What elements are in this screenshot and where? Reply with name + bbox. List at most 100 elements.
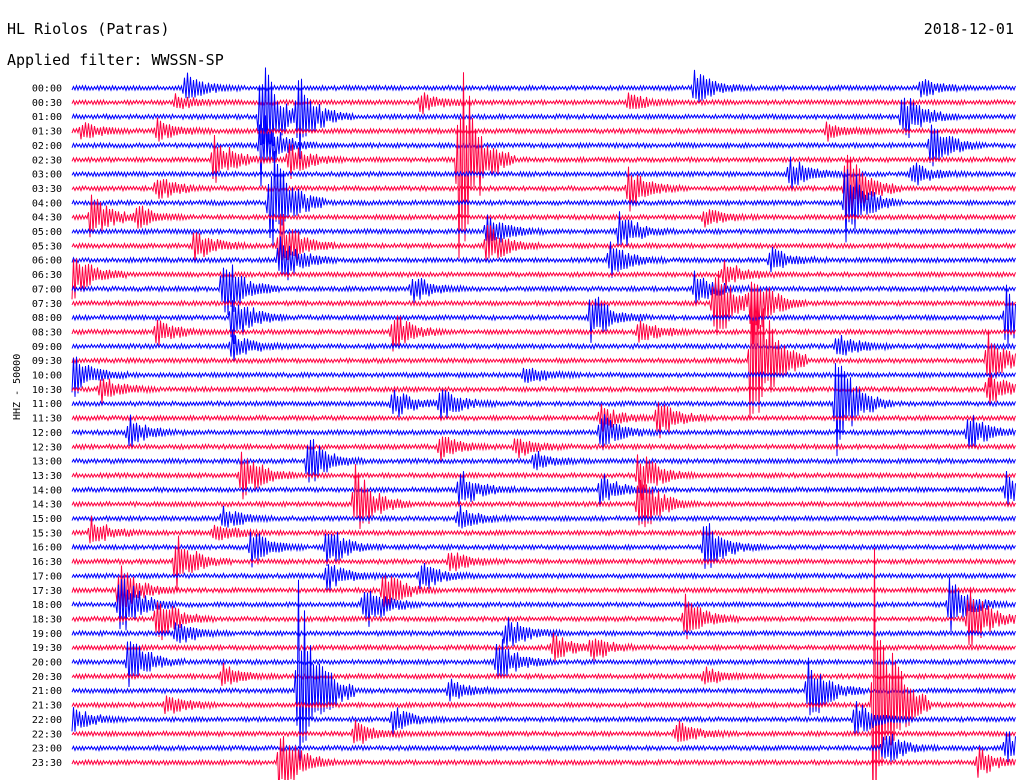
row-time-label: 18:30 [32,614,62,625]
row-time-label: 13:00 [32,457,62,468]
row-time-label: 15:00 [32,514,62,525]
trace-row [71,662,1016,686]
row-time-label: 16:00 [32,543,62,554]
row-time-label: 11:30 [32,414,62,425]
trace-row [71,736,1016,784]
row-time-label: 02:00 [32,141,62,152]
row-time-label: 06:00 [32,256,62,267]
trace-row [71,356,1016,397]
trace-row [71,363,1016,457]
row-time-label: 23:00 [32,744,62,755]
trace-row [71,505,1016,529]
row-time-label: 19:30 [32,643,62,654]
trace-row [71,719,1016,744]
trace-row [71,414,1016,451]
trace-row [71,117,1016,142]
trace-row [71,67,1016,160]
trace-row [71,270,1016,345]
trace-row [71,402,1016,439]
row-time-label: 00:00 [32,84,62,95]
trace-row [71,211,1016,247]
trace-row [71,632,1016,662]
trace-row [71,731,1016,763]
trace-row [71,436,1016,462]
row-time-label: 12:30 [32,442,62,453]
trace-row [71,590,1016,647]
trace-row [71,154,1016,223]
trace-row [71,562,1016,591]
trace-row [71,535,1016,591]
trace-row [71,72,1016,259]
trace-row [71,150,1016,246]
trace-row [71,439,1016,483]
trace-row [71,284,1016,346]
row-time-label: 04:00 [32,198,62,209]
row-time-label: 21:00 [32,686,62,697]
row-time-label: 20:30 [32,672,62,683]
trace-row [71,283,1016,418]
trace-row [71,374,1016,406]
row-time-label: 11:00 [32,399,62,410]
row-time-label: 18:00 [32,600,62,611]
row-time-label: 17:30 [32,586,62,597]
row-time-label: 03:00 [32,170,62,181]
row-time-label: 10:00 [32,371,62,382]
trace-row [71,329,1016,362]
row-time-label: 01:00 [32,112,62,123]
filter-label: Applied filter: WWSSN-SP [7,51,224,69]
row-time-label: 20:00 [32,658,62,669]
row-time-label: 21:30 [32,701,62,712]
row-time-label: 05:30 [32,241,62,252]
row-time-label: 09:00 [32,342,62,353]
trace-row [71,236,1016,281]
row-time-label: 14:00 [32,485,62,496]
trace-row [71,639,1016,688]
trace-row [71,213,1016,265]
row-time-label: 13:30 [32,471,62,482]
row-time-label: 15:30 [32,528,62,539]
station-title: HL Riolos (Patras) [7,20,170,38]
trace-row [71,464,1016,530]
row-time-label: 16:30 [32,557,62,568]
row-time-label: 22:30 [32,729,62,740]
row-time-label: 17:00 [32,571,62,582]
trace-row [71,577,1016,633]
row-time-label: 22:00 [32,715,62,726]
row-time-label: 19:00 [32,629,62,640]
date-label: 2018-12-01 [923,20,1014,38]
row-time-label: 05:00 [32,227,62,238]
trace-row [71,565,1016,610]
row-time-label: 00:30 [32,98,62,109]
row-time-label: 08:30 [32,327,62,338]
trace-row [71,470,1016,507]
row-time-label: 23:30 [32,758,62,769]
row-time-label: 10:30 [32,385,62,396]
trace-row [71,579,1016,762]
row-time-label: 06:30 [32,270,62,281]
row-time-label: 02:30 [32,155,62,166]
channel-axis-label: HHZ - 50000 [12,353,23,420]
trace-row [71,617,1016,648]
row-time-label: 07:00 [32,284,62,295]
row-time-label: 12:00 [32,428,62,439]
row-time-label: 03:30 [32,184,62,195]
trace-row [71,92,1016,115]
trace-row [71,523,1016,569]
trace-row [71,315,1016,352]
trace-row [71,515,1016,544]
trace-row [71,194,1016,238]
row-time-label: 09:30 [32,356,62,367]
trace-row [71,547,1016,784]
trace-row [71,156,1016,190]
trace-row [71,264,1016,316]
trace-row [71,701,1016,736]
row-time-label: 07:30 [32,299,62,310]
trace-row [71,69,1016,103]
row-time-label: 01:30 [32,127,62,138]
trace-row [71,258,1016,300]
trace-row [71,451,1016,501]
row-time-label: 04:30 [32,213,62,224]
row-time-label: 14:30 [32,500,62,511]
